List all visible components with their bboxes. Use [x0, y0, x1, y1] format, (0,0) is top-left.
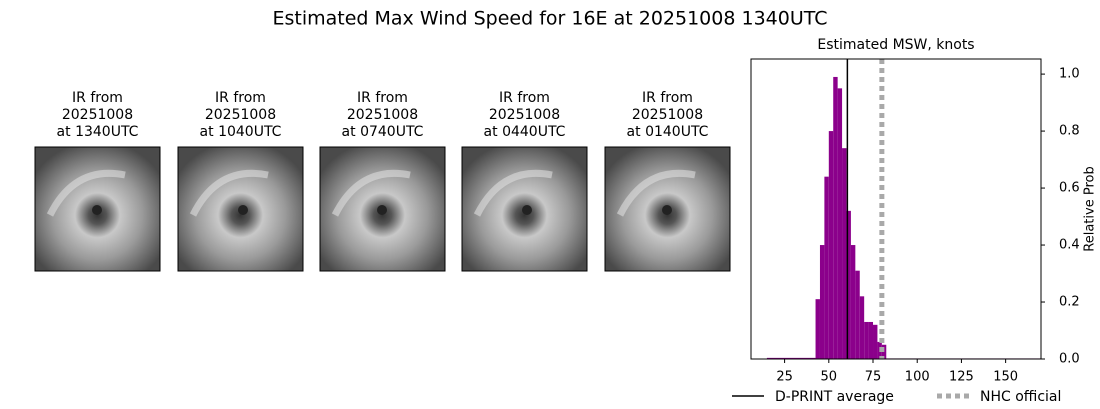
x-tick-label: 100	[905, 370, 930, 385]
panel-title: 20251008	[205, 107, 276, 123]
panel-title: at 0440UTC	[484, 124, 566, 140]
panel-title: 20251008	[632, 107, 703, 123]
y-tick-label: 0.6	[1059, 181, 1080, 196]
panel-title: IR from	[499, 90, 550, 106]
x-tick-label: 25	[776, 370, 793, 385]
x-tick-label: 50	[821, 370, 838, 385]
bar	[873, 324, 878, 359]
y-tick-label: 0.4	[1059, 238, 1080, 253]
bar	[824, 176, 829, 359]
y-tick-label: 0.2	[1059, 295, 1080, 310]
cloud-band	[616, 169, 696, 217]
figure-title: Estimated Max Wind Speed for 16E at 2025…	[272, 8, 827, 30]
bar	[850, 245, 856, 359]
bar	[766, 357, 816, 359]
bar	[859, 296, 865, 359]
cloud-band	[46, 169, 126, 217]
y-tick-label: 0.0	[1059, 352, 1080, 367]
bar	[842, 148, 847, 359]
x-tick-label: 150	[993, 370, 1018, 385]
bar	[868, 321, 874, 359]
panel-title: IR from	[357, 90, 408, 106]
storm-eye	[522, 205, 532, 215]
cloud-band	[473, 169, 553, 217]
legend-label: NHC official	[980, 389, 1061, 405]
plot-frame	[750, 58, 1042, 360]
x-tick-label: 125	[949, 370, 974, 385]
bar	[864, 321, 869, 359]
storm-eye	[238, 205, 248, 215]
x-tick-label: 75	[865, 370, 882, 385]
panel-title: IR from	[72, 90, 123, 106]
storm-eye	[377, 205, 387, 215]
bar	[855, 270, 860, 359]
panel-title: 20251008	[62, 107, 133, 123]
y-tick-label: 1.0	[1059, 67, 1080, 82]
panel-title: at 0740UTC	[342, 124, 424, 140]
panel-title: 20251008	[489, 107, 560, 123]
panel-title: at 1340UTC	[57, 124, 139, 140]
cloud-band	[331, 169, 411, 217]
panel-title: 20251008	[347, 107, 418, 123]
panel-title: IR from	[215, 90, 266, 106]
bar	[833, 76, 838, 359]
bar	[846, 210, 851, 359]
y-tick-label: 0.8	[1059, 124, 1080, 139]
bar	[837, 88, 843, 359]
cloud-band	[189, 169, 269, 217]
storm-eye	[92, 205, 102, 215]
bar	[815, 299, 820, 359]
legend-label: D-PRINT average	[775, 389, 894, 405]
panel-title: at 0140UTC	[627, 124, 709, 140]
bar	[828, 131, 834, 359]
chart-title: Estimated MSW, knots	[817, 37, 974, 53]
storm-eye	[662, 205, 672, 215]
bar	[819, 245, 825, 359]
y-axis-label: Relative Prob	[1083, 166, 1098, 251]
panel-title: IR from	[642, 90, 693, 106]
panel-title: at 1040UTC	[200, 124, 282, 140]
